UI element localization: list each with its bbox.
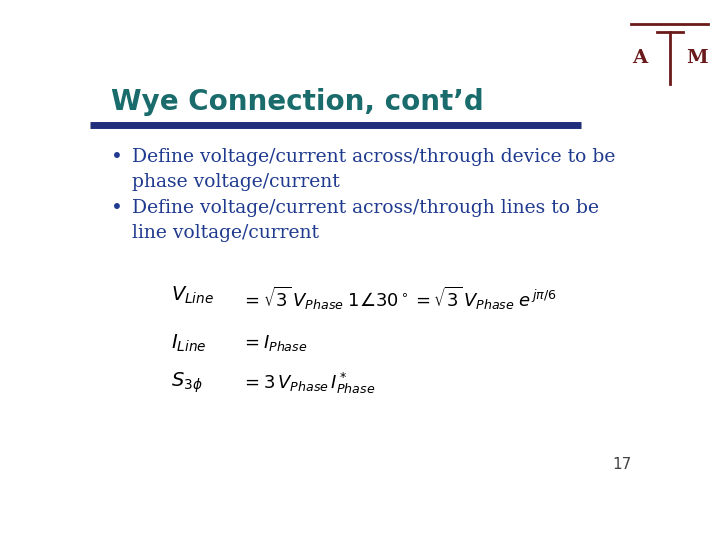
Text: A: A: [631, 49, 647, 68]
Text: $= \sqrt{3}\,V_{Phase}\;1\angle 30^\circ = \sqrt{3}\,V_{Phase}\;e^{\,j\pi/6}$: $= \sqrt{3}\,V_{Phase}\;1\angle 30^\circ…: [240, 285, 557, 312]
Text: •: •: [111, 148, 123, 167]
Text: M: M: [686, 49, 708, 68]
Text: $S_{3\phi}$: $S_{3\phi}$: [171, 370, 202, 395]
Text: $I_{Line}$: $I_{Line}$: [171, 333, 207, 354]
Text: $V_{Line}$: $V_{Line}$: [171, 285, 214, 307]
Text: Define voltage/current across/through lines to be: Define voltage/current across/through li…: [132, 199, 599, 217]
Text: line voltage/current: line voltage/current: [132, 224, 319, 241]
Text: 17: 17: [612, 457, 631, 472]
Text: Wye Connection, cont’d: Wye Connection, cont’d: [111, 87, 484, 116]
Text: $= 3\,V_{Phase}\,I^*_{Phase}$: $= 3\,V_{Phase}\,I^*_{Phase}$: [240, 370, 375, 396]
Text: •: •: [111, 199, 123, 218]
Text: phase voltage/current: phase voltage/current: [132, 173, 340, 191]
Text: $= I_{Phase}$: $= I_{Phase}$: [240, 333, 307, 353]
Text: Define voltage/current across/through device to be: Define voltage/current across/through de…: [132, 148, 615, 166]
